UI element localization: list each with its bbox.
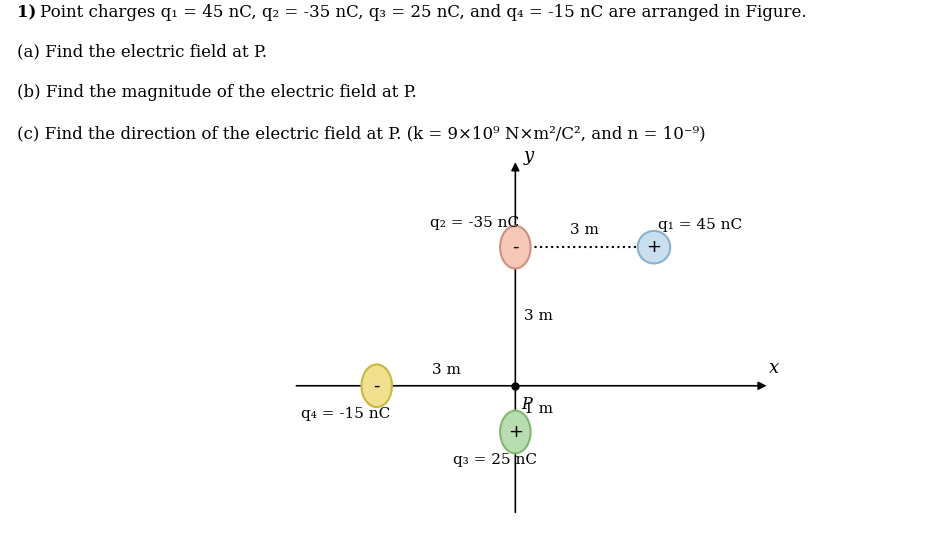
Text: 1 m: 1 m xyxy=(523,402,552,416)
Text: -: - xyxy=(512,238,518,256)
Ellipse shape xyxy=(637,231,669,264)
Text: -: - xyxy=(373,377,379,395)
Text: x: x xyxy=(768,360,778,377)
Text: q₄ = -15 nC: q₄ = -15 nC xyxy=(300,407,389,421)
Text: P: P xyxy=(520,396,531,413)
Text: q₁ = 45 nC: q₁ = 45 nC xyxy=(657,218,741,232)
Text: Point charges q₁ = 45 nC, q₂ = -35 nC, q₃ = 25 nC, and q₄ = -15 nC are arranged : Point charges q₁ = 45 nC, q₂ = -35 nC, q… xyxy=(41,4,806,22)
Text: (b) Find the magnitude of the electric field at P.: (b) Find the magnitude of the electric f… xyxy=(17,85,416,101)
Text: 3 m: 3 m xyxy=(523,309,552,323)
Text: 3 m: 3 m xyxy=(569,223,598,237)
Text: +: + xyxy=(646,238,661,256)
Ellipse shape xyxy=(499,226,530,268)
Text: +: + xyxy=(507,423,522,441)
Text: (c) Find the direction of the electric field at P. (k = 9×10⁹ N×m²/C², and n = 1: (c) Find the direction of the electric f… xyxy=(17,125,705,142)
Ellipse shape xyxy=(499,411,530,453)
Text: q₃ = 25 nC: q₃ = 25 nC xyxy=(452,453,536,467)
Text: 1): 1) xyxy=(17,4,36,22)
Text: (a) Find the electric field at P.: (a) Find the electric field at P. xyxy=(17,44,266,61)
Ellipse shape xyxy=(362,364,392,407)
Text: 3 m: 3 m xyxy=(431,363,460,377)
Text: y: y xyxy=(523,147,533,165)
Text: q₂ = -35 nC: q₂ = -35 nC xyxy=(430,216,518,230)
